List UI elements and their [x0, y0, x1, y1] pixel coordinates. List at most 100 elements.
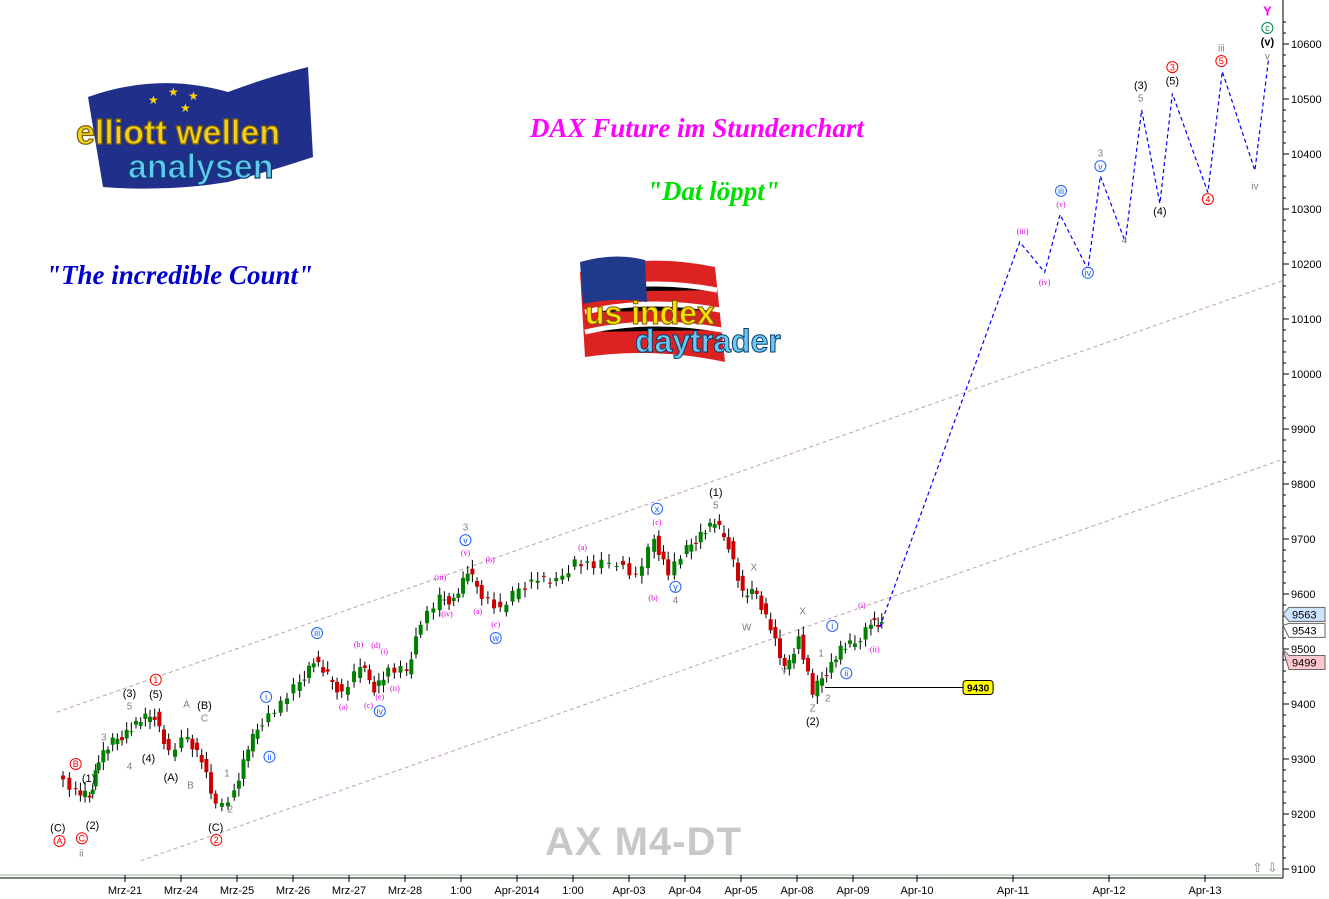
- wave-label: 5: [1219, 56, 1224, 66]
- x-tick-label: Apr-09: [836, 885, 869, 897]
- y-tick-label: 10600: [1291, 39, 1322, 51]
- candle-body: [773, 627, 778, 639]
- candle-body: [764, 603, 769, 615]
- candle-body: [204, 759, 209, 773]
- candle-body: [646, 546, 651, 568]
- wave-label: (3): [123, 688, 136, 700]
- candle-body: [425, 610, 430, 624]
- wave-label: ii: [79, 849, 83, 860]
- candle-body: [311, 663, 316, 668]
- candle-body: [291, 684, 296, 694]
- scroll-up-icon[interactable]: ⇧: [1252, 860, 1263, 875]
- wave-label-circle: [53, 834, 66, 847]
- wave-label: (a): [578, 543, 587, 552]
- wave-label: (a): [473, 607, 482, 616]
- candle-body: [185, 737, 190, 740]
- wave-label: (A): [164, 772, 179, 784]
- wave-label: (v): [1056, 200, 1066, 209]
- wave-label: (b): [648, 594, 658, 603]
- wave-label-circle: [311, 627, 324, 640]
- wave-label: y: [673, 582, 678, 592]
- wave-label: C: [79, 833, 86, 843]
- level-label: 9430: [967, 684, 990, 695]
- candle-body: [876, 624, 881, 627]
- wave-label: (v): [1261, 37, 1275, 49]
- wave-label-circle: [826, 619, 839, 632]
- candle-body: [806, 657, 811, 672]
- candle-body: [712, 524, 717, 528]
- scroll-arrows[interactable]: ⇧ ⇩: [1252, 860, 1278, 875]
- candle-body: [863, 627, 868, 640]
- candle-body: [321, 667, 326, 673]
- wave-label-circle: [69, 757, 82, 770]
- candle-body: [479, 585, 484, 599]
- candle-body: [510, 590, 515, 602]
- wave-label: ii: [267, 752, 271, 762]
- wave-label-circle: [1261, 22, 1274, 35]
- candle-body: [106, 749, 111, 754]
- candle-body: [829, 662, 834, 673]
- us-index-daytrader-logo: us index daytrader: [575, 252, 845, 372]
- wave-label: B: [187, 780, 194, 791]
- wave-label: 4: [127, 762, 133, 773]
- candle-body: [516, 588, 521, 600]
- price-marker-label: 9563: [1292, 609, 1316, 621]
- wave-label: 5: [1138, 93, 1144, 104]
- wave-label: v: [1265, 52, 1270, 63]
- candle-body: [148, 716, 153, 722]
- price-markers: 9563 9543 9499: [1282, 606, 1326, 671]
- wave-label: (c): [491, 620, 500, 629]
- candle-body: [173, 749, 178, 757]
- x-tick-label: Apr-05: [724, 885, 757, 897]
- candle-body: [83, 790, 88, 798]
- candle-body: [157, 711, 162, 727]
- candle-body: [162, 729, 167, 744]
- candle-body: [199, 754, 204, 763]
- level-box: [962, 680, 994, 695]
- wave-label-circle: [1094, 160, 1107, 173]
- wave-label: 1: [153, 675, 158, 685]
- candle-body: [614, 565, 619, 567]
- wave-label: 4: [1122, 235, 1128, 246]
- candle-body: [535, 580, 540, 583]
- candle-body: [548, 582, 553, 584]
- wave-label: 2: [227, 805, 233, 816]
- candle-body: [236, 780, 241, 789]
- candle-body: [115, 738, 120, 745]
- candle-body: [376, 680, 381, 686]
- projection-line: [879, 60, 1269, 628]
- candle-body: [689, 544, 694, 552]
- candle-body: [504, 604, 509, 613]
- y-tick-label: 9300: [1291, 754, 1315, 766]
- candle-body: [166, 739, 171, 751]
- candle-body: [78, 790, 83, 796]
- candle-body: [858, 641, 863, 643]
- wave-label: (c): [364, 701, 373, 710]
- candle-body: [750, 589, 755, 594]
- candle-body: [73, 788, 78, 790]
- candle-body: [572, 559, 577, 567]
- y-tick-label: 10000: [1291, 369, 1322, 381]
- scroll-down-icon[interactable]: ⇩: [1267, 860, 1278, 875]
- candle-body: [386, 667, 391, 677]
- candle-body: [232, 790, 237, 798]
- wave-label: X: [799, 607, 806, 618]
- x-tick-label: Apr-13: [1188, 885, 1221, 897]
- wave-label: ii: [844, 668, 848, 678]
- y-tick-label: 9400: [1291, 699, 1315, 711]
- x-tick-label: Apr-08: [780, 885, 813, 897]
- wave-label-circle: [1081, 266, 1094, 279]
- candle-body: [824, 675, 829, 677]
- wave-label: (C): [208, 822, 223, 834]
- candle-body: [796, 636, 801, 649]
- wave-label-circle: [1201, 193, 1214, 206]
- wave-label-circle: [651, 502, 663, 515]
- candle-body: [579, 564, 584, 567]
- candle-body: [447, 596, 452, 605]
- candle-body: [754, 590, 759, 594]
- x-tick-label: Mrz-24: [164, 885, 198, 897]
- wave-label: 5: [713, 500, 719, 511]
- candle-body: [307, 665, 312, 678]
- candle-body: [138, 722, 143, 726]
- candle-body: [599, 559, 604, 569]
